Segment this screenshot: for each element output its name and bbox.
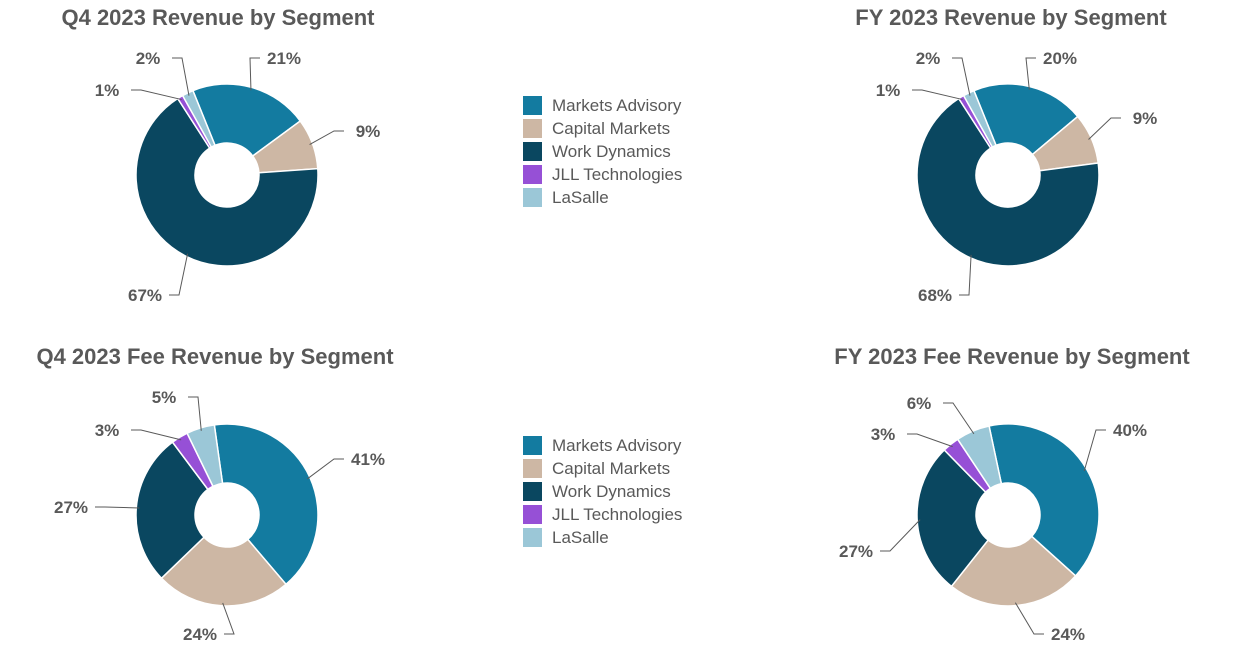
donut-slice [962,89,997,149]
donut-slice [135,97,319,267]
data-label: 20% [1043,49,1077,68]
legend-swatch [523,96,542,115]
legend-item: Capital Markets [523,117,682,140]
data-label: 1% [95,81,120,100]
leader-line [912,89,963,101]
chart-title: FY 2023 Fee Revenue by Segment [834,344,1190,369]
legend-label: Work Dynamics [552,481,671,501]
leader-line [1014,602,1044,635]
donut-slice [916,97,1100,267]
data-label: 27% [54,498,88,517]
data-label: 21% [267,49,301,68]
legend-label: Capital Markets [552,458,671,478]
data-label: 40% [1113,421,1147,440]
data-label: 24% [183,625,217,644]
donut-slice [181,89,216,149]
data-label: 3% [871,425,896,444]
leader-line [952,57,971,96]
leader-line [131,429,182,441]
leader-line [907,433,953,448]
data-label: 9% [1133,109,1158,128]
legend-label: Markets Advisory [552,435,682,455]
data-label: 2% [136,49,161,68]
legend-label: JLL Technologies [552,504,683,524]
legend-swatch [523,142,542,161]
data-label: 1% [876,81,901,100]
donut-slice [916,448,990,588]
data-label: 27% [839,542,873,561]
leader-line [172,57,190,96]
data-label: 68% [918,286,952,305]
leader-line [1083,429,1106,472]
leader-line [1088,117,1121,140]
data-label: 67% [128,286,162,305]
legend-label: JLL Technologies [552,164,683,184]
donut-slice [186,424,224,488]
legend-item: JLL Technologies [523,163,682,186]
legend-label: Work Dynamics [552,141,671,161]
leader-line [1025,57,1036,90]
legend-item: Markets Advisory [523,94,682,117]
chart-title: Q4 2023 Revenue by Segment [61,5,375,30]
donut-slice [972,83,1079,156]
leader-line [249,57,260,91]
legend-top: Markets Advisory Capital Markets Work Dy… [523,94,682,209]
leader-line [169,253,189,296]
legend-swatch [523,119,542,138]
legend-label: LaSalle [552,527,609,547]
legend-swatch [523,528,542,547]
data-label: 2% [916,49,941,68]
legend-item: Work Dynamics [523,480,682,503]
legend-item: JLL Technologies [523,503,682,526]
donut-slice [950,535,1077,607]
legend-item: LaSalle [523,526,682,549]
data-label: 24% [1051,625,1085,644]
legend-swatch [523,505,542,524]
data-label: 3% [95,421,120,440]
legend-item: LaSalle [523,186,682,209]
chart-title: FY 2023 Revenue by Segment [855,5,1167,30]
leader-line [188,396,202,431]
legend-item: Capital Markets [523,457,682,480]
legend-item: Work Dynamics [523,140,682,163]
legend-swatch [523,188,542,207]
legend-bottom: Markets Advisory Capital Markets Work Dy… [523,434,682,549]
legend-swatch [523,165,542,184]
leader-line [95,506,140,509]
leader-line [309,130,344,146]
data-label: 9% [356,122,381,141]
leader-line [880,519,921,552]
legend-swatch [523,436,542,455]
legend-label: LaSalle [552,187,609,207]
leader-line [959,254,972,296]
legend-label: Capital Markets [552,118,671,138]
leader-line [131,89,182,101]
donut-slice [135,441,209,580]
chart-title: Q4 2023 Fee Revenue by Segment [36,344,394,369]
donut-slice [988,423,1100,577]
legend-swatch [523,482,542,501]
leader-line [943,402,975,435]
legend-label: Markets Advisory [552,95,682,115]
donut-slice [956,425,1003,490]
data-label: 5% [152,388,177,407]
data-label: 41% [351,450,385,469]
legend-item: Markets Advisory [523,434,682,457]
donut-slice [160,536,288,607]
donut-slice [213,423,319,586]
data-label: 6% [907,394,932,413]
donut-slice [191,83,302,158]
leader-line [306,458,344,480]
legend-swatch [523,459,542,478]
leader-line [222,602,235,635]
